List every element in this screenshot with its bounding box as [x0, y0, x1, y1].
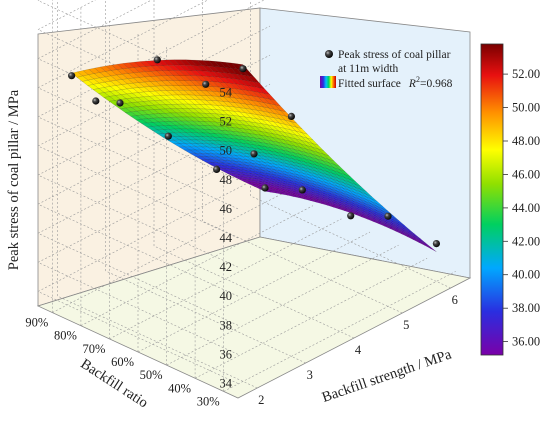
grid-line-y-floor [52, 192, 285, 313]
grid-line-y-floor [194, 258, 428, 379]
data-point [213, 165, 221, 173]
grid-line-z-left [37, 145, 239, 239]
y-tick-label: 80% [54, 329, 77, 343]
legend-point-marker [325, 50, 333, 58]
z-tick-label: 46 [220, 202, 233, 216]
colorbar-tick-label: 50.00 [512, 101, 540, 115]
data-point [250, 150, 258, 158]
colorbar-tick-label: 38.00 [512, 301, 540, 315]
grid-line-z-left [37, 291, 239, 384]
colorbar-tick-label: 40.00 [512, 268, 540, 282]
legend-r2-value: =0.968 [420, 78, 453, 90]
data-point [202, 80, 210, 88]
colorbar-tick-label: 44.00 [512, 201, 540, 215]
grid-line-z-right [37, 25, 271, 147]
z-tick-label: 48 [220, 173, 233, 187]
x-tick-label: 4 [355, 343, 362, 357]
y-tick-label: 70% [82, 342, 105, 356]
grid-line-x-floor [202, 220, 403, 314]
grid-line-z-left [37, 203, 239, 297]
y-tick-label: 30% [197, 394, 220, 408]
legend-surface-swatch [320, 76, 336, 88]
floor-plane [36, 236, 472, 399]
grid-line-y-floor [223, 271, 456, 392]
grid-line-x-floor [250, 195, 451, 289]
grid-line-x-floor [105, 270, 306, 364]
colorbar-tick-label: 48.00 [512, 134, 540, 148]
data-point [164, 132, 172, 140]
grid-line-x-floor [153, 245, 355, 339]
data-point [347, 212, 355, 220]
legend-surface-label: Fitted surface R2=0.968 [338, 75, 453, 90]
z-tick-label: 44 [220, 231, 233, 245]
grid-line-z-left [37, 87, 239, 181]
z-tick-label: 52 [220, 115, 233, 129]
grid-line-z-left [37, 116, 239, 210]
data-point [298, 186, 306, 194]
fitted-surface [71, 59, 437, 252]
legend-r2-symbol: R [408, 78, 416, 90]
z-tick-label: 34 [220, 377, 233, 391]
z-tick-label: 40 [220, 289, 233, 303]
x-tick-label: 3 [307, 368, 313, 382]
z-tick-label: 42 [220, 260, 233, 274]
colorbar-ticks: 52.00 50.00 48.00 46.00 44.00 42.00 40.00 38.00… [503, 67, 540, 349]
y-tick-label: 60% [111, 355, 134, 369]
grid-line-z-left [37, 174, 239, 268]
data-point [153, 56, 161, 64]
legend-points-label-1: Peak stress of coal pillar [338, 49, 451, 61]
data-points [68, 56, 440, 248]
data-point [92, 97, 100, 105]
grid-line-y-floor [109, 218, 342, 340]
data-point [68, 72, 76, 80]
z-tick-label: 54 [220, 86, 233, 100]
z-tick-label: 38 [220, 318, 233, 332]
grid-line-z-right [37, 0, 265, 118]
x-tick-label: 5 [403, 318, 409, 332]
z-tick-label: 50 [220, 144, 233, 158]
y-tick-label: 50% [140, 368, 163, 382]
legend: Peak stress of coal pillar at 11m width … [320, 49, 453, 90]
axis-ticks: 34363840424446485052542345630%40%50%60%7… [25, 86, 457, 409]
data-point [432, 240, 440, 248]
data-point [287, 112, 295, 120]
legend-surface-text: Fitted surface [338, 78, 401, 90]
data-point [384, 212, 392, 220]
grid-line-z-left [37, 233, 239, 326]
colorbar-tick-label: 36.00 [512, 335, 540, 349]
grid-line-z-left [37, 262, 239, 355]
y-tick-label: 40% [168, 381, 191, 395]
legend-points-label-2: at 11m width [338, 63, 399, 75]
y-tick-label: 90% [25, 316, 48, 330]
grid-line-y-floor [80, 205, 314, 326]
colorbar [480, 43, 504, 356]
grid-line-y-floor [166, 244, 399, 366]
data-point [116, 99, 124, 107]
legend-r2-exponent: 2 [416, 75, 420, 84]
data-point [239, 65, 247, 73]
colorbar-tick-label: 52.00 [512, 67, 540, 81]
colorbar-tick-label: 46.00 [512, 167, 540, 181]
z-tick-label: 36 [220, 347, 233, 361]
x-tick-label: 2 [258, 393, 264, 407]
grid-line-z-right [37, 171, 271, 292]
x-tick-label: 6 [452, 293, 458, 307]
z-axis-title: Peak stress of coal pillar / MPa [6, 89, 22, 270]
colorbar-tick-label: 42.00 [512, 234, 540, 248]
data-point [261, 184, 269, 192]
grid-line-x-floor [57, 295, 258, 389]
x-axis-title: Backfill strength / MPa [320, 346, 454, 405]
grid-line-y-floor [137, 231, 371, 353]
